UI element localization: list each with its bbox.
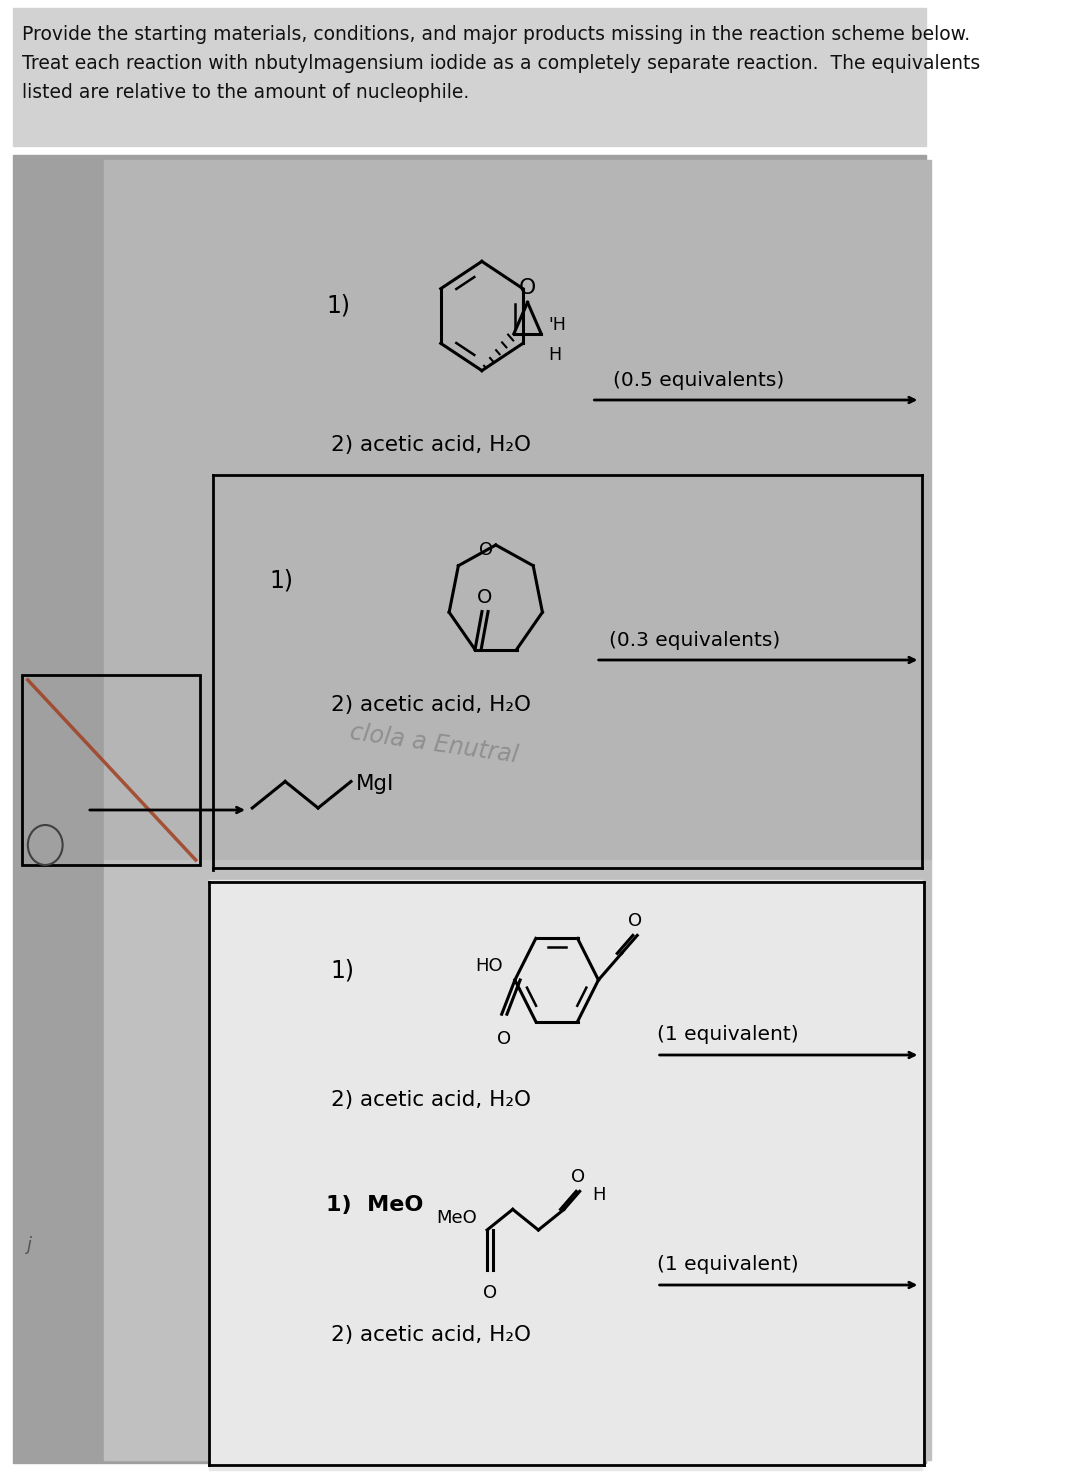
Text: (1 equivalent): (1 equivalent): [657, 1255, 798, 1274]
Text: MeO: MeO: [436, 1209, 476, 1227]
Text: O: O: [629, 912, 643, 930]
Text: HO: HO: [475, 956, 502, 975]
Text: O: O: [478, 541, 492, 559]
Bar: [208, 879, 922, 1471]
Text: O: O: [477, 588, 492, 607]
Text: Provide the starting materials, conditions, and major products missing in the re: Provide the starting materials, conditio…: [22, 25, 980, 102]
Bar: [105, 160, 931, 860]
Text: (0.3 equivalents): (0.3 equivalents): [609, 631, 780, 649]
Text: MgI: MgI: [356, 773, 394, 794]
Bar: [22, 675, 200, 865]
Text: 1)  MeO: 1) MeO: [326, 1196, 423, 1215]
Text: O: O: [483, 1284, 497, 1302]
Text: 1): 1): [326, 293, 350, 316]
Text: O: O: [497, 1030, 511, 1048]
Text: (0.5 equivalents): (0.5 equivalents): [613, 371, 784, 390]
Text: O: O: [518, 278, 536, 297]
Text: 2) acetic acid, H₂O: 2) acetic acid, H₂O: [330, 1089, 530, 1110]
Bar: [105, 860, 931, 1460]
Text: j: j: [26, 1236, 31, 1253]
Text: 'H: 'H: [549, 316, 566, 334]
Text: 1): 1): [330, 958, 354, 981]
Text: clola a Enutral: clola a Enutral: [348, 721, 519, 769]
Text: H: H: [549, 346, 562, 365]
Text: H: H: [592, 1187, 606, 1205]
Text: 2) acetic acid, H₂O: 2) acetic acid, H₂O: [330, 435, 530, 455]
Bar: [13, 7, 927, 146]
Text: 2) acetic acid, H₂O: 2) acetic acid, H₂O: [330, 695, 530, 715]
Text: 1): 1): [270, 568, 294, 593]
Bar: [13, 155, 927, 1463]
Text: O: O: [571, 1168, 585, 1187]
Text: (1 equivalent): (1 equivalent): [657, 1026, 798, 1045]
Text: 2) acetic acid, H₂O: 2) acetic acid, H₂O: [330, 1324, 530, 1345]
